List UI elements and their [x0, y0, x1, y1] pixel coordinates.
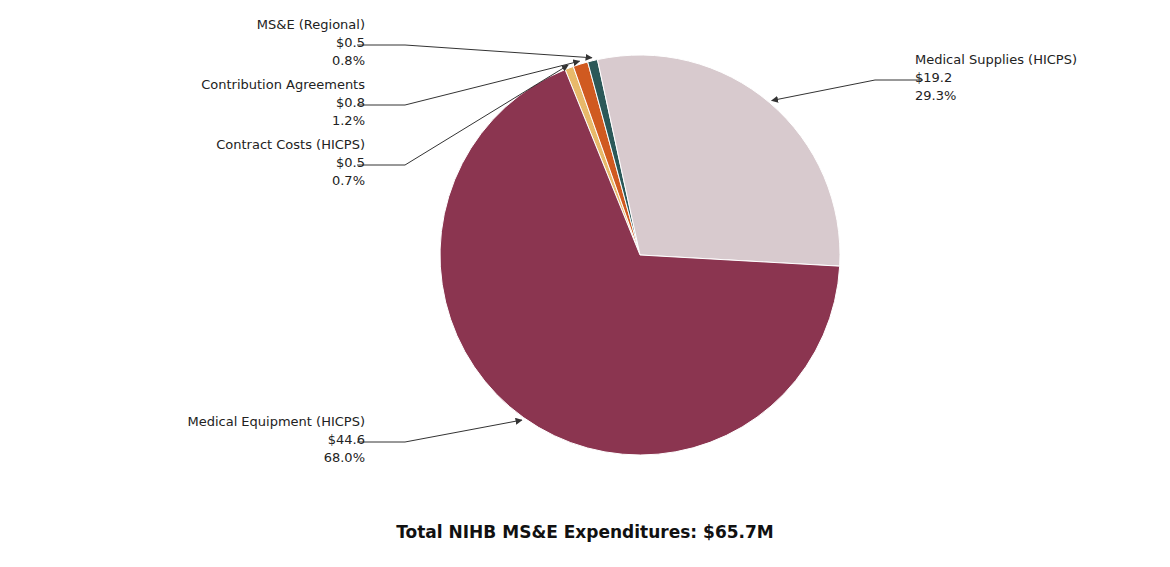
dollar-label: $19.2	[915, 70, 952, 85]
data-label: 29.3%	[915, 88, 956, 103]
data-label: 0.7%	[332, 173, 365, 188]
leader-line	[772, 80, 923, 101]
dollar-label: $44.6	[328, 432, 365, 447]
data-label: 1.2%	[332, 113, 365, 128]
chart: Contract Costs (HICPS) $0.5 0.7% Contributi…	[0, 0, 1170, 567]
leader-line	[357, 420, 522, 442]
chart-container: Contract Costs (HICPS) $0.5 0.7% Contributi…	[0, 0, 1170, 567]
data-label: 68.0%	[324, 450, 365, 465]
labels: Contract Costs (HICPS) $0.5 0.7% Contributi…	[187, 17, 1077, 465]
pie	[440, 55, 840, 455]
slice-label: Medical Equipment (HICPS)	[187, 414, 365, 429]
leader-line	[357, 65, 568, 165]
leader-line	[357, 45, 592, 58]
slice-label: Contract Costs (HICPS)	[216, 137, 365, 152]
data-label: 0.8%	[332, 53, 365, 68]
title: Total NIHB MS&E Expenditures: $65.7M	[396, 522, 774, 542]
leader-line	[357, 61, 580, 105]
pie-slice	[440, 70, 840, 455]
dollar-label: $0.5	[336, 155, 365, 170]
pie-slice	[597, 55, 840, 266]
dollar-label: $0.8	[336, 95, 365, 110]
slice-label: MS&E (Regional)	[257, 17, 365, 32]
slice-label: Contribution Agreements	[201, 77, 365, 92]
slice-label: Medical Supplies (HICPS)	[915, 52, 1077, 67]
dollar-label: $0.5	[336, 35, 365, 50]
